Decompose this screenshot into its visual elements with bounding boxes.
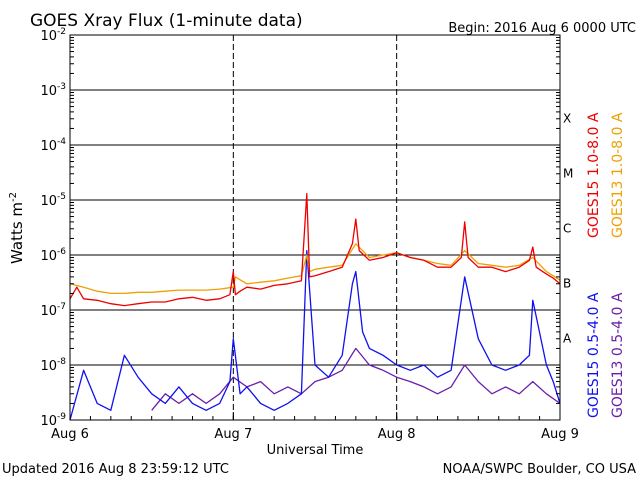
flare-class-label: X <box>563 112 571 126</box>
legend-entry: GOES13 1.0-8.0 A <box>610 112 626 238</box>
x-axis-label: Universal Time <box>267 443 364 458</box>
y-tick-label: 10-4 <box>40 137 66 154</box>
flare-class-label: A <box>563 332 572 346</box>
flare-class-labels: X M C B A <box>563 112 573 346</box>
x-tick-label: Aug 7 <box>214 427 252 442</box>
series-layer <box>69 193 561 421</box>
series-line-2 <box>69 249 561 421</box>
chart-title: GOES Xray Flux (1-minute data) <box>30 11 303 31</box>
series-line-3 <box>151 347 561 411</box>
y-tick-label: 10-3 <box>40 82 66 99</box>
x-tick-labels: Aug 6 Aug 7 Aug 8 Aug 9 <box>51 427 579 442</box>
legend-label: GOES13 0.5-4.0 A <box>610 292 626 418</box>
legend: GOES15 1.0-8.0 A GOES13 1.0-8.0 A GOES15 0… <box>586 112 626 418</box>
y-axis-label-group: Watts m-2 <box>8 192 26 264</box>
y-tick-labels: 10-2 10-3 10-4 10-5 10-6 10-7 10-8 10-9 <box>40 27 66 429</box>
x-tick-label: Aug 9 <box>541 427 579 442</box>
updated-text: Updated 2016 Aug 8 23:59:12 UTC <box>2 462 229 477</box>
y-tick-label: 10-9 <box>40 412 66 429</box>
x-tick-label: Aug 8 <box>378 427 416 442</box>
flare-class-label: C <box>563 222 571 236</box>
credit-text: NOAA/SWPC Boulder, CO USA <box>443 462 636 477</box>
y-tick-label: 10-5 <box>40 192 66 209</box>
y-tick-label: 10-6 <box>40 247 66 264</box>
y-tick-label: 10-8 <box>40 357 66 374</box>
legend-entry: GOES15 1.0-8.0 A <box>586 112 602 238</box>
legend-label: GOES15 1.0-8.0 A <box>586 112 602 238</box>
series-line-1 <box>69 243 561 295</box>
flare-class-label: B <box>563 277 571 291</box>
flare-class-label: M <box>563 167 573 181</box>
series-line-0 <box>69 193 561 307</box>
legend-entry: GOES13 0.5-4.0 A <box>610 292 626 418</box>
legend-label: GOES13 1.0-8.0 A <box>610 112 626 238</box>
begin-time: Begin: 2016 Aug 6 0000 UTC <box>448 21 636 36</box>
y-tick-label: 10-2 <box>40 27 66 44</box>
legend-entry: GOES15 0.5-4.0 A <box>586 292 602 418</box>
x-tick-label: Aug 6 <box>51 427 89 442</box>
legend-label: GOES15 0.5-4.0 A <box>586 292 602 418</box>
y-axis-label: Watts m-2 <box>8 192 26 264</box>
plot-frame <box>69 34 561 421</box>
axis-ticks <box>69 34 561 421</box>
y-tick-label: 10-7 <box>40 302 66 319</box>
